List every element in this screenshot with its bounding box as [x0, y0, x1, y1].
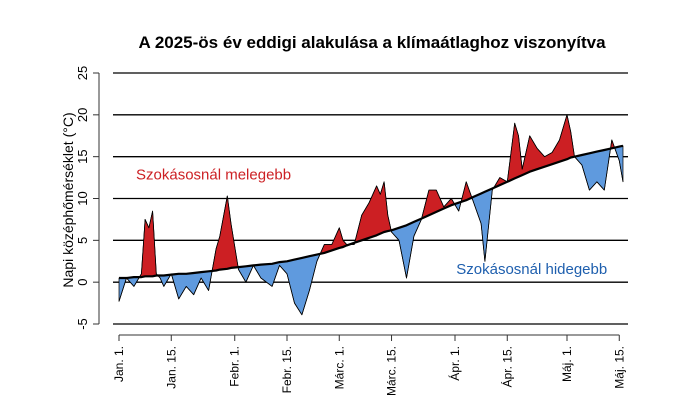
- y-tick-label-4: 5: [75, 237, 90, 244]
- warmer-annotation: Szokásosnál melegebb: [136, 166, 291, 183]
- y-tick-label-3: 10: [75, 191, 90, 205]
- colder-area-18: [471, 187, 495, 262]
- y-tick-label-0: 25: [75, 66, 90, 80]
- plot-areas: [118, 114, 624, 316]
- colder-annotation: Szokásosnál hidegebb: [456, 261, 607, 278]
- y-tick-label-1: 20: [75, 108, 90, 122]
- warmer-area-19: [493, 114, 575, 189]
- x-tick-label-6: Ápr. 1.: [447, 346, 462, 381]
- axes: [93, 72, 620, 341]
- x-tick-label-7: Ápr. 15.: [499, 346, 514, 387]
- observed-series-line: [118, 114, 624, 316]
- y-tick-label-5: 0: [75, 279, 90, 286]
- colder-area-14: [390, 218, 422, 279]
- x-tick-label-8: Máj. 1.: [560, 346, 574, 382]
- warmer-area-13: [354, 181, 392, 244]
- y-axis-label: Napi középhőmérséklet (°C): [60, 112, 76, 287]
- x-tick-label-4: Márc. 1.: [332, 346, 346, 389]
- colder-area-10: [253, 253, 321, 316]
- x-tick-label-5: Márc. 15.: [385, 346, 399, 396]
- chart-title: A 2025-ös év eddigi alakulása a klímaátl…: [138, 33, 606, 52]
- climate-normal-line: [119, 144, 624, 280]
- tick-labels: 25 20 15 10 5 0 -5 Jan. 1. Jan. 15. Febr. 1. Febr.…: [75, 66, 626, 396]
- y-tick-label-2: 15: [75, 149, 90, 163]
- x-tick-label-9: Máj. 15.: [612, 346, 626, 389]
- x-tick-label-2: Febr. 1.: [228, 346, 242, 387]
- y-tick-label-6: -5: [75, 318, 90, 330]
- x-tick-label-0: Jan. 1.: [112, 346, 126, 382]
- x-tick-label-3: Febr. 15.: [280, 346, 294, 393]
- plot-lines: [118, 114, 624, 316]
- x-tick-label-1: Jan. 15.: [164, 346, 178, 389]
